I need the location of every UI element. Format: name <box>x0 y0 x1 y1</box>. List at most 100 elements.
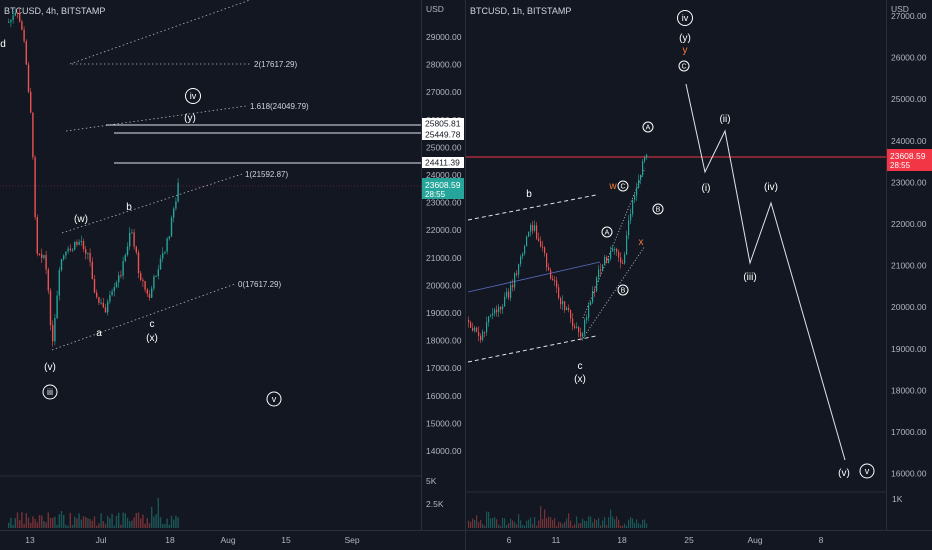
candle-body <box>80 241 82 243</box>
wave-label-y-orange: y <box>683 45 688 56</box>
left-wave-labels: d (w) b a c (x) (v) (y) <box>0 39 196 373</box>
candle-body <box>474 327 476 331</box>
volume-bar <box>508 523 510 528</box>
candle-body <box>622 262 624 264</box>
volume-bar <box>522 525 524 528</box>
volume-bar <box>115 515 118 528</box>
volume-bar <box>60 510 63 528</box>
candle-body <box>476 327 478 332</box>
right-time-axis[interactable]: 6 11 18 25 Aug 8 <box>507 535 824 545</box>
candle-body <box>478 331 480 336</box>
wave-label-iv: (iv) <box>764 182 778 193</box>
candle-body <box>616 249 618 252</box>
candle-body <box>536 225 538 239</box>
volume-bar <box>63 514 65 528</box>
volume-bar <box>76 518 78 528</box>
candle-body <box>140 273 142 280</box>
candle-body <box>137 252 140 274</box>
left-chart-panel[interactable]: BTCUSD, 4h, BITSTAMP USD 29000.00 28000.0… <box>0 0 465 545</box>
candle-body <box>135 246 137 253</box>
circled-C-2: C <box>681 64 686 71</box>
volume-bar <box>562 523 564 528</box>
candle-body <box>512 285 514 288</box>
wave-label-a: a <box>96 328 102 339</box>
volume-bar <box>638 523 640 528</box>
candle-body <box>608 258 610 264</box>
volume-bar <box>486 511 488 528</box>
candle-body <box>574 325 576 328</box>
right-current-price: 23608.59 <box>890 151 926 161</box>
candle-body <box>596 277 598 292</box>
fib-label-1618: 1.618(24049.79) <box>250 102 309 111</box>
right-price-tick: 21000.00 <box>891 261 927 271</box>
left-candles <box>8 7 179 347</box>
candle-body <box>63 255 65 260</box>
volume-bar <box>164 524 166 528</box>
horizontal-levels[interactable] <box>106 124 421 164</box>
volume-bar <box>574 524 576 528</box>
left-time-axis[interactable]: 13 Jul 18 Aug 15 Sep <box>25 535 360 545</box>
candle-body <box>82 241 85 250</box>
wave-label-w-orange: w <box>608 181 617 192</box>
candle-body <box>151 288 153 298</box>
right-candles <box>468 153 648 344</box>
volume-bar <box>23 523 25 528</box>
candle-body <box>157 269 159 276</box>
candle-body <box>508 291 510 298</box>
volume-bar <box>618 519 620 528</box>
candle-body <box>159 258 162 270</box>
volume-bar <box>162 523 164 528</box>
right-chart-panel[interactable]: BTCUSD, 1h, BITSTAMP USD 27000.00 26000.0… <box>466 0 932 545</box>
left-price-tick: 14000.00 <box>426 446 462 456</box>
volume-bar <box>58 514 60 528</box>
volume-bar <box>153 516 155 528</box>
volume-bar <box>470 521 472 528</box>
volume-bar <box>65 524 67 528</box>
volume-bar <box>87 518 89 528</box>
wave-label-d: d <box>0 39 6 50</box>
volume-bar <box>532 524 534 528</box>
wave-label-w: (w) <box>74 214 88 225</box>
wave-label-c: c <box>150 319 155 330</box>
candle-body <box>550 270 552 279</box>
wave-label-v-right: (v) <box>838 468 850 479</box>
circle-iv-left <box>185 88 201 104</box>
volume-bar <box>590 516 592 528</box>
left-price-tick: 16000.00 <box>426 391 462 401</box>
circled-iv-right: iv <box>682 13 689 23</box>
volume-bar <box>572 525 574 528</box>
volume-bar <box>78 513 80 528</box>
wedge-upper <box>582 167 646 319</box>
candle-body <box>58 270 60 296</box>
right-time-tick: 11 <box>552 535 561 545</box>
candle-body <box>498 306 500 313</box>
candle-body <box>552 278 554 281</box>
volume-bar <box>478 522 480 528</box>
candle-body <box>602 264 604 271</box>
volume-bar <box>49 517 52 528</box>
right-price-tag: 23608.59 28:55 <box>887 149 932 171</box>
candle-body <box>19 12 21 22</box>
volume-bar <box>129 521 131 528</box>
volume-bar <box>502 517 504 528</box>
candle-body <box>71 249 74 251</box>
volume-bar <box>578 523 580 528</box>
level-tag-bg-2 <box>422 129 464 140</box>
candle-body <box>111 291 113 296</box>
candle-body <box>598 269 600 278</box>
circle-A-2 <box>642 121 654 133</box>
right-channel-lines <box>467 167 646 363</box>
volume-bar <box>133 517 135 528</box>
candle-body <box>538 238 540 242</box>
wave-label-b-right: b <box>526 189 532 200</box>
volume-bar <box>634 522 636 528</box>
right-time-tick: 18 <box>617 535 627 545</box>
right-price-axis[interactable]: 27000.00 26000.00 25000.00 24000.00 23000.00… <box>891 11 927 479</box>
volume-bar <box>552 520 554 528</box>
volume-bar <box>536 525 538 528</box>
volume-bar <box>568 513 570 528</box>
right-price-tick: 23000.00 <box>891 177 927 187</box>
candle-body <box>548 267 550 271</box>
right-volume-axis: 1K <box>892 494 903 504</box>
